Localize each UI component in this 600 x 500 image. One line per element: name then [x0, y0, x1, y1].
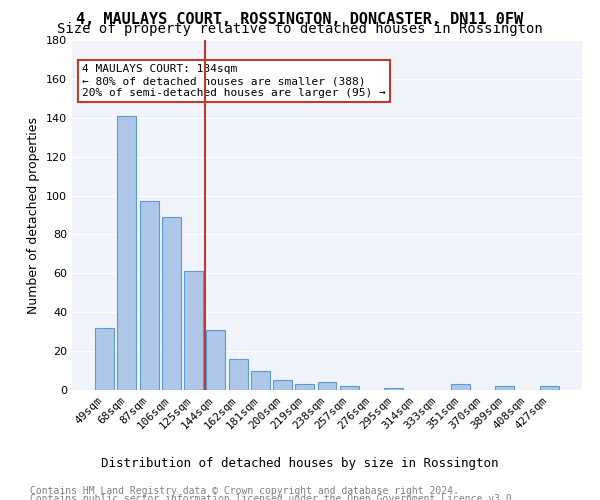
Bar: [295, 384, 314, 390]
Text: Contains HM Land Registry data © Crown copyright and database right 2024.: Contains HM Land Registry data © Crown c…: [30, 486, 459, 496]
Bar: [229, 359, 248, 390]
Bar: [384, 388, 403, 390]
Text: 4, MAULAYS COURT, ROSSINGTON, DONCASTER, DN11 0FW: 4, MAULAYS COURT, ROSSINGTON, DONCASTER,…: [76, 12, 524, 28]
Bar: [451, 384, 470, 390]
Bar: [540, 386, 559, 390]
Text: Distribution of detached houses by size in Rossington: Distribution of detached houses by size …: [101, 458, 499, 470]
Text: Contains public sector information licensed under the Open Government Licence v3: Contains public sector information licen…: [30, 494, 518, 500]
Bar: [140, 202, 158, 390]
Bar: [317, 382, 337, 390]
Text: 4 MAULAYS COURT: 134sqm
← 80% of detached houses are smaller (388)
20% of semi-d: 4 MAULAYS COURT: 134sqm ← 80% of detache…: [82, 64, 386, 98]
Bar: [206, 330, 225, 390]
Bar: [184, 272, 203, 390]
Bar: [273, 380, 292, 390]
Bar: [118, 116, 136, 390]
Bar: [95, 328, 114, 390]
Bar: [496, 386, 514, 390]
Bar: [162, 217, 181, 390]
Y-axis label: Number of detached properties: Number of detached properties: [28, 116, 40, 314]
Bar: [340, 386, 359, 390]
Bar: [251, 370, 270, 390]
Text: Size of property relative to detached houses in Rossington: Size of property relative to detached ho…: [57, 22, 543, 36]
